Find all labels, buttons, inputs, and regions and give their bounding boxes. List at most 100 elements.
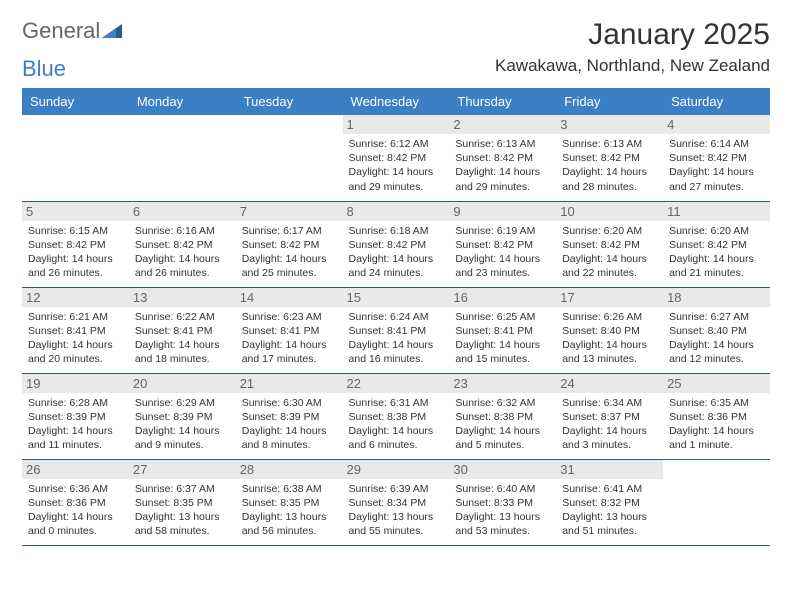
day-number: 14 (236, 288, 343, 307)
calendar-day-cell: 11 Sunrise: 6:20 AMSunset: 8:42 PMDayligh… (663, 201, 770, 287)
weekday-header: Saturday (663, 88, 770, 115)
calendar-day-cell: 14Sunrise: 6:23 AMSunset: 8:41 PMDayligh… (236, 287, 343, 373)
calendar-week-row: 1 Sunrise: 6:12 AMSunset: 8:42 PMDaylight… (22, 115, 770, 201)
calendar-day-cell: 26 Sunrise: 6:36 AMSunset: 8:36 PMDayligh… (22, 459, 129, 545)
day-info: Sunrise: 6:20 AMSunset: 8:42 PMDaylight:… (669, 224, 764, 281)
day-number: 9 (449, 202, 556, 221)
day-number: 21 (236, 374, 343, 393)
calendar-day-cell: 22 Sunrise: 6:31 AMSunset: 8:38 PMDayligh… (343, 373, 450, 459)
day-info: Sunrise: 6:27 AMSunset: 8:40 PMDaylight:… (669, 310, 764, 367)
day-number: 17 (556, 288, 663, 307)
day-number: 29 (343, 460, 450, 479)
calendar-day-cell: 10 Sunrise: 6:20 AMSunset: 8:42 PMDayligh… (556, 201, 663, 287)
day-info: Sunrise: 6:24 AMSunset: 8:41 PMDaylight:… (349, 310, 444, 367)
calendar-week-row: 12 Sunrise: 6:21 AMSunset: 8:41 PMDayligh… (22, 287, 770, 373)
calendar-day-cell: 3 Sunrise: 6:13 AMSunset: 8:42 PMDaylight… (556, 115, 663, 201)
day-info: Sunrise: 6:38 AMSunset: 8:35 PMDaylight:… (242, 482, 337, 539)
day-number: 6 (129, 202, 236, 221)
day-info: Sunrise: 6:31 AMSunset: 8:38 PMDaylight:… (349, 396, 444, 453)
day-number: 28 (236, 460, 343, 479)
calendar-day-cell: 20Sunrise: 6:29 AMSunset: 8:39 PMDayligh… (129, 373, 236, 459)
day-info: Sunrise: 6:32 AMSunset: 8:38 PMDaylight:… (455, 396, 550, 453)
day-info: Sunrise: 6:37 AMSunset: 8:35 PMDaylight:… (135, 482, 230, 539)
calendar-day-cell: 27 Sunrise: 6:37 AMSunset: 8:35 PMDayligh… (129, 459, 236, 545)
weekday-header: Wednesday (343, 88, 450, 115)
calendar-day-cell: 7 Sunrise: 6:17 AMSunset: 8:42 PMDaylight… (236, 201, 343, 287)
day-info: Sunrise: 6:17 AMSunset: 8:42 PMDaylight:… (242, 224, 337, 281)
day-info: Sunrise: 6:21 AMSunset: 8:41 PMDaylight:… (28, 310, 123, 367)
calendar-page: General January 2025 Kawakawa, Northland… (0, 0, 792, 556)
day-number: 19 (22, 374, 129, 393)
day-info: Sunrise: 6:29 AMSunset: 8:39 PMDaylight:… (135, 396, 230, 453)
logo-triangle-icon (102, 24, 122, 38)
day-number: 1 (343, 115, 450, 134)
day-number: 2 (449, 115, 556, 134)
weekday-header: Thursday (449, 88, 556, 115)
calendar-day-cell: 5Sunrise: 6:15 AMSunset: 8:42 PMDaylight… (22, 201, 129, 287)
day-info: Sunrise: 6:18 AMSunset: 8:42 PMDaylight:… (349, 224, 444, 281)
day-number: 13 (129, 288, 236, 307)
calendar-day-cell: 15 Sunrise: 6:24 AMSunset: 8:41 PMDayligh… (343, 287, 450, 373)
day-info: Sunrise: 6:25 AMSunset: 8:41 PMDaylight:… (455, 310, 550, 367)
calendar-head: SundayMondayTuesdayWednesdayThursdayFrid… (22, 88, 770, 115)
day-info: Sunrise: 6:36 AMSunset: 8:36 PMDaylight:… (28, 482, 123, 539)
weekday-header: Tuesday (236, 88, 343, 115)
day-info: Sunrise: 6:41 AMSunset: 8:32 PMDaylight:… (562, 482, 657, 539)
logo: General (22, 18, 122, 44)
calendar-empty-cell (129, 115, 236, 201)
day-number: 5 (22, 202, 129, 221)
calendar-week-row: 26 Sunrise: 6:36 AMSunset: 8:36 PMDayligh… (22, 459, 770, 545)
weekday-row: SundayMondayTuesdayWednesdayThursdayFrid… (22, 88, 770, 115)
day-info: Sunrise: 6:35 AMSunset: 8:36 PMDaylight:… (669, 396, 764, 453)
weekday-header: Monday (129, 88, 236, 115)
calendar-day-cell: 29Sunrise: 6:39 AMSunset: 8:34 PMDayligh… (343, 459, 450, 545)
day-info: Sunrise: 6:20 AMSunset: 8:42 PMDaylight:… (562, 224, 657, 281)
calendar-empty-cell (22, 115, 129, 201)
calendar-day-cell: 30Sunrise: 6:40 AMSunset: 8:33 PMDayligh… (449, 459, 556, 545)
day-number: 10 (556, 202, 663, 221)
calendar-day-cell: 2 Sunrise: 6:13 AMSunset: 8:42 PMDaylight… (449, 115, 556, 201)
weekday-header: Friday (556, 88, 663, 115)
day-info: Sunrise: 6:13 AMSunset: 8:42 PMDaylight:… (562, 137, 657, 194)
calendar-body: 1 Sunrise: 6:12 AMSunset: 8:42 PMDaylight… (22, 115, 770, 545)
day-info: Sunrise: 6:13 AMSunset: 8:42 PMDaylight:… (455, 137, 550, 194)
logo-text-1: General (22, 18, 100, 44)
calendar-day-cell: 9 Sunrise: 6:19 AMSunset: 8:42 PMDaylight… (449, 201, 556, 287)
calendar-table: SundayMondayTuesdayWednesdayThursdayFrid… (22, 88, 770, 546)
day-number: 31 (556, 460, 663, 479)
day-number: 16 (449, 288, 556, 307)
calendar-week-row: 5Sunrise: 6:15 AMSunset: 8:42 PMDaylight… (22, 201, 770, 287)
day-number: 22 (343, 374, 450, 393)
calendar-day-cell: 21 Sunrise: 6:30 AMSunset: 8:39 PMDayligh… (236, 373, 343, 459)
day-info: Sunrise: 6:14 AMSunset: 8:42 PMDaylight:… (669, 137, 764, 194)
day-info: Sunrise: 6:16 AMSunset: 8:42 PMDaylight:… (135, 224, 230, 281)
calendar-empty-cell (236, 115, 343, 201)
day-info: Sunrise: 6:26 AMSunset: 8:40 PMDaylight:… (562, 310, 657, 367)
day-info: Sunrise: 6:30 AMSunset: 8:39 PMDaylight:… (242, 396, 337, 453)
day-number: 11 (663, 202, 770, 221)
calendar-week-row: 19Sunrise: 6:28 AMSunset: 8:39 PMDayligh… (22, 373, 770, 459)
weekday-header: Sunday (22, 88, 129, 115)
calendar-day-cell: 31 Sunrise: 6:41 AMSunset: 8:32 PMDayligh… (556, 459, 663, 545)
calendar-day-cell: 4 Sunrise: 6:14 AMSunset: 8:42 PMDaylight… (663, 115, 770, 201)
logo-text-2: Blue (22, 56, 770, 82)
day-info: Sunrise: 6:40 AMSunset: 8:33 PMDaylight:… (455, 482, 550, 539)
day-number: 4 (663, 115, 770, 134)
day-number: 15 (343, 288, 450, 307)
day-number: 7 (236, 202, 343, 221)
calendar-day-cell: 12 Sunrise: 6:21 AMSunset: 8:41 PMDayligh… (22, 287, 129, 373)
day-info: Sunrise: 6:19 AMSunset: 8:42 PMDaylight:… (455, 224, 550, 281)
day-number: 25 (663, 374, 770, 393)
day-number: 12 (22, 288, 129, 307)
calendar-day-cell: 19Sunrise: 6:28 AMSunset: 8:39 PMDayligh… (22, 373, 129, 459)
calendar-day-cell: 24Sunrise: 6:34 AMSunset: 8:37 PMDayligh… (556, 373, 663, 459)
day-info: Sunrise: 6:12 AMSunset: 8:42 PMDaylight:… (349, 137, 444, 194)
day-number: 24 (556, 374, 663, 393)
day-number: 26 (22, 460, 129, 479)
day-number: 18 (663, 288, 770, 307)
day-number: 27 (129, 460, 236, 479)
calendar-day-cell: 16 Sunrise: 6:25 AMSunset: 8:41 PMDayligh… (449, 287, 556, 373)
day-number: 3 (556, 115, 663, 134)
calendar-day-cell: 18 Sunrise: 6:27 AMSunset: 8:40 PMDayligh… (663, 287, 770, 373)
calendar-day-cell: 8Sunrise: 6:18 AMSunset: 8:42 PMDaylight… (343, 201, 450, 287)
